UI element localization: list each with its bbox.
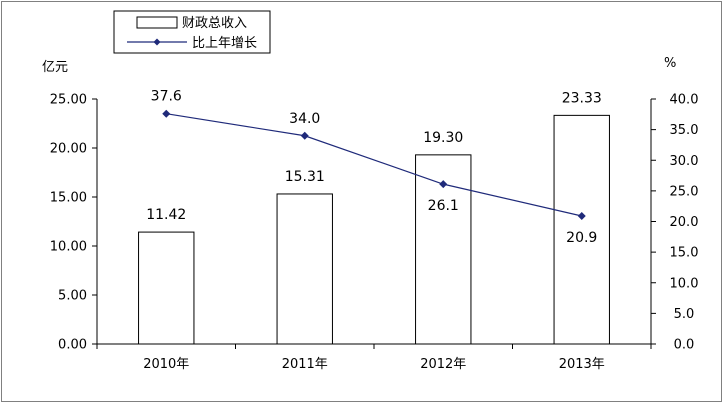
y-right-tick-label: 0.0 (674, 338, 695, 353)
line-value-label: 37.6 (151, 89, 182, 105)
bar-value-label: 19.30 (423, 130, 463, 146)
y-left-tick-label: 0.00 (58, 338, 87, 353)
legend-bar-label: 财政总收入 (182, 16, 247, 31)
bar-value-label: 15.31 (285, 169, 325, 185)
y-right-tick-label: 25.0 (670, 184, 699, 199)
bar-value-label: 11.42 (146, 207, 186, 223)
line-value-label: 34.0 (289, 111, 320, 127)
legend-bar-swatch (136, 16, 178, 29)
y-right-tick-label: 15.0 (670, 246, 699, 261)
y-right-tick-label: 35.0 (670, 123, 699, 138)
line-marker (439, 180, 448, 189)
y-left-tick-label: 25.00 (50, 93, 87, 108)
y-left-tick-label: 10.00 (50, 240, 87, 255)
line-marker (577, 211, 586, 220)
legend-line-label: 比上年增长 (192, 36, 257, 51)
growth-line (166, 113, 582, 217)
x-tick-label: 2010年 (143, 357, 189, 372)
y-right-tick-label: 10.0 (670, 276, 699, 291)
y-right-tick-label: 40.0 (670, 93, 699, 108)
x-tick-label: 2013年 (559, 357, 605, 372)
y-right-tick-label: 20.0 (670, 215, 699, 230)
y-right-tick-label: 5.0 (674, 307, 695, 322)
chart-border (1, 1, 722, 402)
legend: 财政总收入 比上年增长 (113, 10, 271, 54)
bar (553, 114, 610, 345)
line-marker (162, 109, 171, 118)
x-tick-label: 2012年 (420, 357, 466, 372)
line-value-label: 20.9 (566, 230, 597, 246)
bar-value-label: 23.33 (562, 90, 602, 106)
y-left-tick-label: 5.00 (58, 289, 87, 304)
y-left-tick-label: 15.00 (50, 191, 87, 206)
x-tick-label: 2011年 (282, 357, 328, 372)
y-left-unit-label: 亿元 (42, 60, 68, 75)
y-right-tick-label: 30.0 (670, 154, 699, 169)
line-value-label: 26.1 (428, 198, 459, 214)
y-right-unit-label: % (664, 56, 676, 71)
bar (276, 193, 333, 345)
bar (138, 231, 195, 345)
y-left-tick-label: 20.00 (50, 142, 87, 157)
line-marker (300, 131, 309, 140)
legend-line-marker (153, 38, 161, 46)
